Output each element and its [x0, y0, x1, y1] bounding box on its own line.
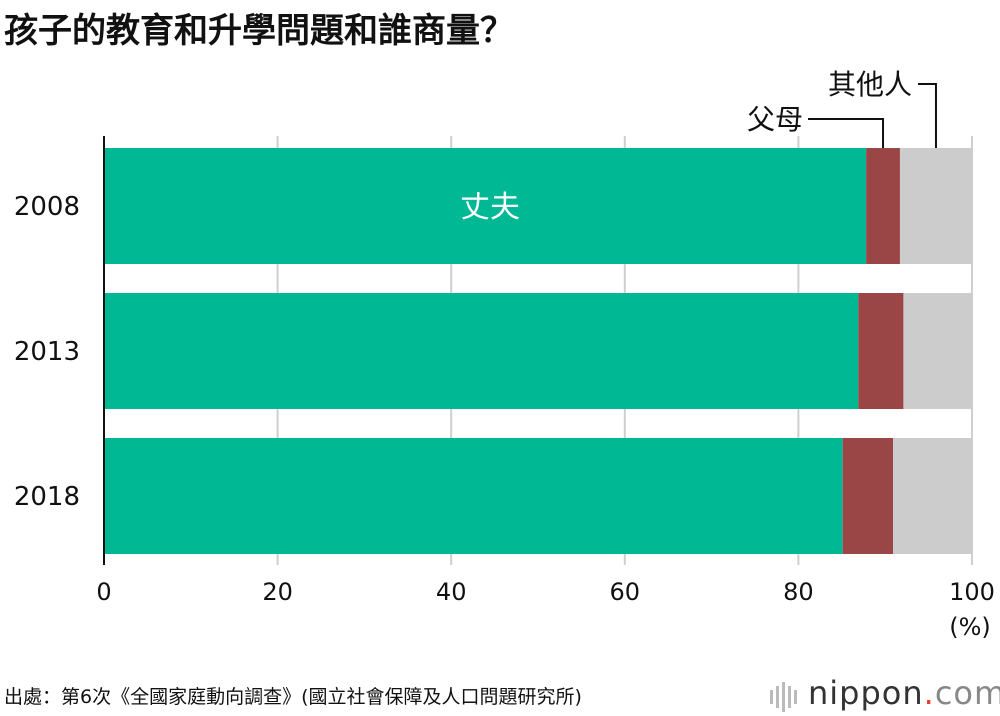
bar-2013-series-2: [903, 293, 972, 409]
bars: [104, 148, 972, 554]
logo-name: nippon: [808, 674, 924, 712]
bar-2008-series-0: [104, 148, 867, 264]
x-tick-label-100: 100: [949, 578, 995, 606]
y-tick-labels: 2008 2013 2018: [14, 192, 80, 512]
leader-line-2: [918, 83, 937, 148]
nippon-logo: nippon.com: [770, 674, 1000, 714]
x-tick-labels: 0 20 40 60 80 100: [96, 578, 995, 606]
bar-2018-series-0: [104, 438, 843, 554]
y-tick-label-2013: 2013: [14, 337, 80, 367]
bar-2008-series-1: [866, 148, 900, 264]
x-tick-label-60: 60: [610, 578, 641, 606]
x-tick-label-80: 80: [783, 578, 814, 606]
series-label-2: 其他人: [828, 68, 912, 101]
bar-2008-series-2: [899, 148, 972, 264]
y-tick-label-2018: 2018: [14, 482, 80, 512]
logo-dot: .: [923, 674, 935, 712]
logo-tld: com: [934, 674, 1000, 712]
y-tick-label-2008: 2008: [14, 192, 80, 222]
bar-2013-series-0: [104, 293, 859, 409]
x-axis-unit: (%): [949, 613, 991, 641]
x-tick-label-0: 0: [96, 578, 111, 606]
bar-2013-series-1: [858, 293, 904, 409]
source-note: 出處：第6次《全國家庭動向調查》(國立社會保障及人口問題研究所): [4, 686, 582, 708]
bar-2018-series-1: [842, 438, 894, 554]
series-label-0: 丈夫: [460, 190, 520, 225]
logo-bars-icon: [770, 676, 800, 714]
leader-line-1: [808, 118, 885, 148]
bar-2018-series-2: [893, 438, 972, 554]
x-tick-label-40: 40: [436, 578, 467, 606]
series-label-1: 父母: [747, 103, 803, 136]
chart-title: 孩子的教育和升學問題和誰商量？: [4, 11, 514, 51]
x-tick-label-20: 20: [262, 578, 293, 606]
